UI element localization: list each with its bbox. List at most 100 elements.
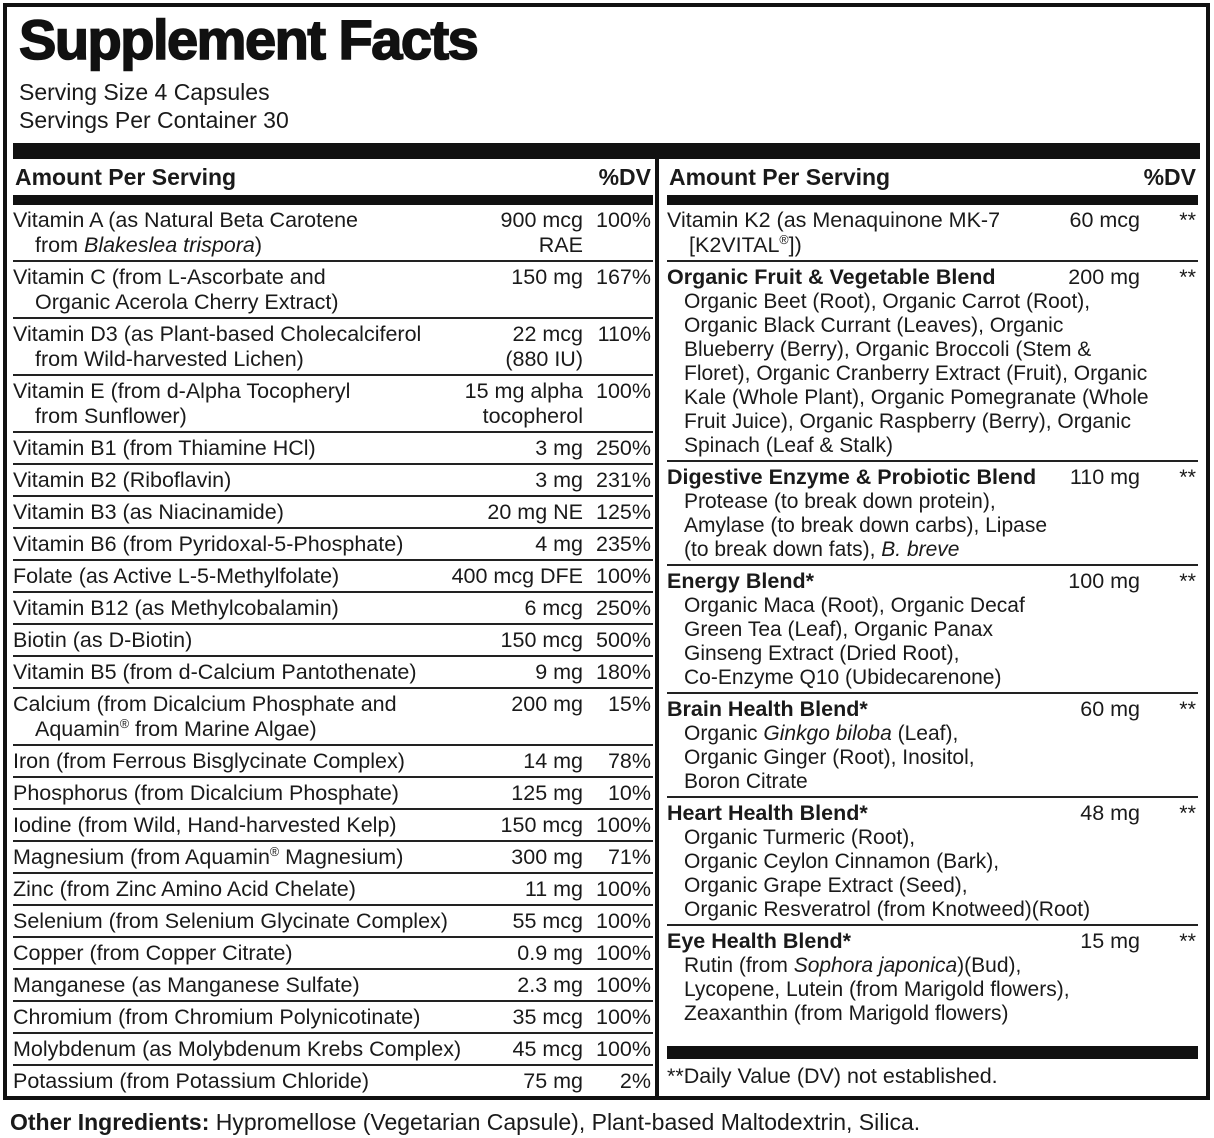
nutrient-name: Vitamin K2 (as Menaquinone MK-7 [K2VITAL… [667, 207, 1001, 257]
nutrient-dv: ** [1179, 800, 1196, 825]
table-row: Vitamin D3 (as Plant-based Cholecalcifer… [13, 317, 653, 374]
nutrient-dv: 250% [596, 435, 651, 460]
table-row: Vitamin B12 (as Methylcobalamin) 6 mcg 2… [13, 591, 653, 623]
table-row: Iron (from Ferrous Bisglycinate Complex)… [13, 744, 653, 776]
nutrient-name: Magnesium (from Aquamin® Magnesium) [13, 844, 404, 869]
page-title: Supplement Facts [18, 8, 479, 71]
table-row: Vitamin B2 (Riboflavin) 3 mg 231% [13, 463, 653, 495]
nutrient-name: Phosphorus (from Dicalcium Phosphate) [13, 780, 399, 805]
nutrient-amount: 15 mg alpha tocopherol [464, 378, 583, 428]
dv-label: %DV [1143, 164, 1196, 190]
nutrient-name: Vitamin B1 (from Thiamine HCl) [13, 435, 316, 460]
servings-per-container: Servings Per Container 30 [19, 107, 289, 133]
nutrient-dv: ** [1179, 928, 1196, 953]
nutrient-name: Iodine (from Wild, Hand-harvested Kelp) [13, 812, 397, 837]
right-column-end-bar [667, 1046, 1198, 1059]
nutrient-amount: 200 mg [1068, 264, 1140, 289]
nutrient-dv: ** [1179, 568, 1196, 593]
nutrient-dv: ** [1179, 696, 1196, 721]
header-divider-bar [13, 143, 1200, 159]
right-header-bar [667, 195, 1198, 205]
table-row: Vitamin B6 (from Pyridoxal-5-Phosphate) … [13, 527, 653, 559]
nutrient-dv: 100% [596, 1036, 651, 1061]
nutrient-dv: 110% [597, 321, 651, 346]
nutrient-name: Zinc (from Zinc Amino Acid Chelate) [13, 876, 356, 901]
nutrient-name: Selenium (from Selenium Glycinate Comple… [13, 908, 448, 933]
nutrient-amount: 150 mg [511, 264, 583, 289]
blend-ingredients: Protease (to break down protein), Amylas… [684, 489, 1047, 561]
nutrient-dv: ** [1179, 207, 1196, 232]
nutrient-name: Copper (from Copper Citrate) [13, 940, 293, 965]
nutrient-amount: 75 mg [523, 1068, 583, 1093]
nutrient-name: Vitamin A (as Natural Beta Carotene from… [13, 207, 358, 257]
nutrient-name: Chromium (from Chromium Polynicotinate) [13, 1004, 421, 1029]
nutrient-amount: 14 mg [523, 748, 583, 773]
nutrient-amount: 3 mg [535, 435, 583, 460]
nutrient-dv: 100% [596, 972, 651, 997]
nutrient-amount: 900 mcg RAE [500, 207, 583, 257]
table-row: Selenium (from Selenium Glycinate Comple… [13, 904, 653, 936]
nutrient-dv: 100% [596, 812, 651, 837]
table-row: Heart Health Blend* 48 mg ** Organic Tur… [667, 796, 1198, 924]
nutrient-name: Biotin (as D-Biotin) [13, 627, 193, 652]
nutrient-amount: 150 mcg [500, 812, 583, 837]
nutrient-name: Folate (as Active L-5-Methylfolate) [13, 563, 340, 588]
nutrient-dv: 15% [607, 691, 651, 716]
nutrient-dv: ** [1179, 464, 1196, 489]
nutrient-dv: 125% [596, 499, 651, 524]
nutrient-name: Vitamin B5 (from d-Calcium Pantothenate) [13, 659, 417, 684]
nutrient-dv: 250% [596, 595, 651, 620]
nutrient-amount: 9 mg [535, 659, 583, 684]
nutrient-dv: 100% [596, 876, 651, 901]
nutrient-name: Molybdenum (as Molybdenum Krebs Complex) [13, 1036, 462, 1061]
nutrient-name: Vitamin D3 (as Plant-based Cholecalcifer… [13, 321, 422, 371]
nutrient-amount: 6 mcg [524, 595, 583, 620]
nutrient-dv: 100% [596, 378, 651, 403]
table-row: Molybdenum (as Molybdenum Krebs Complex)… [13, 1032, 653, 1064]
nutrient-amount: 48 mg [1080, 800, 1140, 825]
nutrient-amount: 2.3 mg [517, 972, 583, 997]
blend-ingredients: Organic Ginkgo biloba (Leaf), Organic Gi… [684, 721, 975, 793]
nutrient-dv: 167% [596, 264, 651, 289]
nutrient-amount: 400 mcg DFE [451, 563, 583, 588]
table-row: Eye Health Blend* 15 mg ** Rutin (from S… [667, 924, 1198, 1028]
amount-per-serving-label: Amount Per Serving [669, 164, 891, 190]
right-column: Amount Per Serving %DV Vitamin K2 (as Me… [659, 159, 1206, 1096]
daily-value-footnote: **Daily Value (DV) not established. [667, 1064, 998, 1088]
table-row: Organic Fruit & Vegetable Blend 200 mg *… [667, 260, 1198, 460]
nutrient-name: Manganese (as Manganese Sulfate) [13, 972, 360, 997]
nutrient-amount: 45 mcg [512, 1036, 583, 1061]
nutrient-name: Vitamin B6 (from Pyridoxal-5-Phosphate) [13, 531, 404, 556]
supplement-facts-panel: Supplement Facts Serving Size 4 Capsules… [3, 3, 1210, 1100]
table-row: Iodine (from Wild, Hand-harvested Kelp) … [13, 808, 653, 840]
nutrient-amount: 150 mcg [500, 627, 583, 652]
nutrient-name: Brain Health Blend* [667, 696, 868, 721]
nutrient-dv: 100% [596, 908, 651, 933]
nutrient-amount: 100 mg [1068, 568, 1140, 593]
table-row: Vitamin B5 (from d-Calcium Pantothenate)… [13, 655, 653, 687]
nutrient-name: Potassium (from Potassium Chloride) [13, 1068, 370, 1093]
dv-label: %DV [598, 164, 651, 190]
blend-ingredients: Organic Beet (Root), Organic Carrot (Roo… [684, 289, 1149, 457]
other-ingredients: Other Ingredients: Hypromellose (Vegetar… [10, 1109, 1214, 1136]
nutrient-amount: 15 mg [1080, 928, 1140, 953]
table-row: Phosphorus (from Dicalcium Phosphate) 12… [13, 776, 653, 808]
nutrient-name: Digestive Enzyme & Probiotic Blend [667, 464, 1037, 489]
nutrient-amount: 11 mg [524, 876, 583, 901]
table-row: Magnesium (from Aquamin® Magnesium) 300 … [13, 840, 653, 872]
nutrient-name: Heart Health Blend* [667, 800, 868, 825]
nutrient-name: Vitamin B2 (Riboflavin) [13, 467, 232, 492]
right-column-header: Amount Per Serving %DV [667, 159, 1198, 195]
nutrient-name: Vitamin E (from d-Alpha Tocopheryl from … [13, 378, 351, 428]
nutrient-amount: 60 mg [1080, 696, 1140, 721]
blend-ingredients: Organic Maca (Root), Organic Decaf Green… [684, 593, 1025, 689]
nutrient-dv: 100% [596, 940, 651, 965]
panel-header: Supplement Facts Serving Size 4 Capsules… [7, 7, 1206, 134]
nutrient-name: Iron (from Ferrous Bisglycinate Complex) [13, 748, 405, 773]
table-row: Vitamin B3 (as Niacinamide) 20 mg NE 125… [13, 495, 653, 527]
left-nutrient-rows: Vitamin A (as Natural Beta Carotene from… [13, 205, 653, 1096]
nutrient-amount: 300 mg [511, 844, 583, 869]
nutrient-name: Vitamin B3 (as Niacinamide) [13, 499, 284, 524]
nutrient-name: Eye Health Blend* [667, 928, 851, 953]
table-row: Folate (as Active L-5-Methylfolate) 400 … [13, 559, 653, 591]
